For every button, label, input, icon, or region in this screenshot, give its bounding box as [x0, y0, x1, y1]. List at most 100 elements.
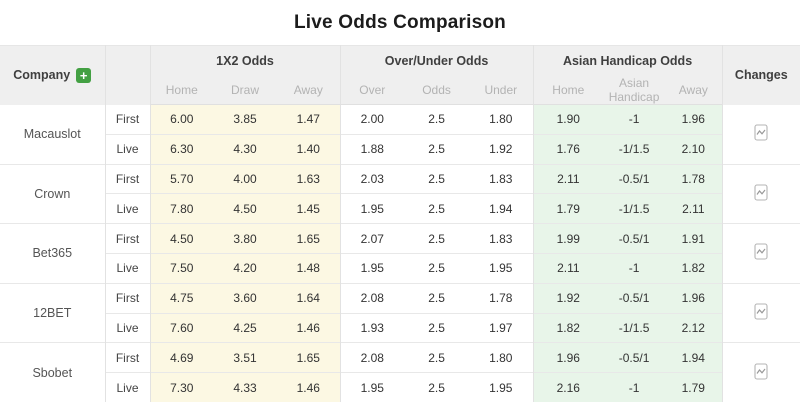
sub-header-1x2-home: Home: [150, 76, 213, 105]
ah-odds-value: 1.96: [665, 105, 722, 135]
ou-odds-value: 2.08: [340, 283, 404, 313]
row-type-label: First: [105, 164, 150, 194]
ah-odds-value: -0.5/1: [603, 164, 665, 194]
changes-column-header: Changes: [722, 46, 800, 105]
x12-odds-value: 3.80: [213, 224, 277, 254]
changes-cell: [722, 164, 800, 224]
trend-chart-icon[interactable]: [754, 363, 768, 380]
ah-odds-value: 1.82: [533, 313, 603, 343]
ou-odds-value: 2.5: [404, 313, 469, 343]
ou-odds-value: 2.5: [404, 105, 469, 135]
group-header-asian-handicap: Asian Handicap Odds: [533, 46, 722, 77]
ou-odds-value: 1.92: [469, 134, 533, 164]
ou-odds-value: 1.83: [469, 164, 533, 194]
ou-odds-value: 2.08: [340, 343, 404, 373]
row-type-label: Live: [105, 194, 150, 224]
trend-chart-icon[interactable]: [754, 303, 768, 320]
group-header-1x2: 1X2 Odds: [150, 46, 340, 77]
ah-odds-value: 1.90: [533, 105, 603, 135]
x12-odds-value: 1.46: [277, 373, 340, 402]
x12-odds-value: 1.47: [277, 105, 340, 135]
ou-odds-value: 1.95: [340, 373, 404, 402]
ah-odds-value: 1.94: [665, 343, 722, 373]
ah-odds-value: -1: [603, 105, 665, 135]
x12-odds-value: 4.75: [150, 283, 213, 313]
ah-odds-value: -0.5/1: [603, 343, 665, 373]
ou-odds-value: 2.5: [404, 224, 469, 254]
ah-odds-value: 1.79: [533, 194, 603, 224]
ou-odds-value: 2.00: [340, 105, 404, 135]
trend-chart-icon[interactable]: [754, 124, 768, 141]
company-header-label: Company: [13, 68, 70, 82]
ou-odds-value: 2.5: [404, 164, 469, 194]
x12-odds-value: 3.85: [213, 105, 277, 135]
row-type-label: First: [105, 343, 150, 373]
ah-odds-value: -1/1.5: [603, 134, 665, 164]
sub-header-ah-handicap: Asian Handicap: [603, 76, 665, 105]
ah-odds-value: 2.11: [533, 253, 603, 283]
ou-odds-value: 2.5: [404, 343, 469, 373]
x12-odds-value: 1.48: [277, 253, 340, 283]
company-column-header: Company +: [0, 46, 105, 105]
trend-chart-icon[interactable]: [754, 184, 768, 201]
x12-odds-value: 3.60: [213, 283, 277, 313]
row-type-label: First: [105, 105, 150, 135]
x12-odds-value: 1.63: [277, 164, 340, 194]
x12-odds-value: 1.40: [277, 134, 340, 164]
row-type-label: Live: [105, 253, 150, 283]
changes-cell: [722, 283, 800, 343]
ou-odds-value: 1.95: [469, 253, 533, 283]
ah-odds-value: 1.92: [533, 283, 603, 313]
ah-odds-value: -1/1.5: [603, 313, 665, 343]
x12-odds-value: 4.69: [150, 343, 213, 373]
ah-odds-value: 2.10: [665, 134, 722, 164]
trend-chart-icon[interactable]: [754, 243, 768, 260]
ah-odds-value: -1/1.5: [603, 194, 665, 224]
sub-header-1x2-away: Away: [277, 76, 340, 105]
ah-odds-value: -1: [603, 373, 665, 402]
ou-odds-value: 1.95: [469, 373, 533, 402]
x12-odds-value: 4.20: [213, 253, 277, 283]
ou-odds-value: 1.93: [340, 313, 404, 343]
row-type-label: First: [105, 283, 150, 313]
ah-odds-value: 2.11: [665, 194, 722, 224]
x12-odds-value: 1.65: [277, 224, 340, 254]
x12-odds-value: 4.33: [213, 373, 277, 402]
x12-odds-value: 1.64: [277, 283, 340, 313]
ah-odds-value: 2.16: [533, 373, 603, 402]
ou-odds-value: 2.03: [340, 164, 404, 194]
ah-odds-value: 1.99: [533, 224, 603, 254]
x12-odds-value: 4.00: [213, 164, 277, 194]
ah-odds-value: 2.12: [665, 313, 722, 343]
sub-header-ou-odds: Odds: [404, 76, 469, 105]
ou-odds-value: 1.80: [469, 343, 533, 373]
company-name: Sbobet: [0, 343, 105, 402]
sub-header-ah-home: Home: [533, 76, 603, 105]
ah-odds-value: 2.11: [533, 164, 603, 194]
ah-odds-value: 1.82: [665, 253, 722, 283]
ah-odds-value: 1.96: [665, 283, 722, 313]
company-name: 12BET: [0, 283, 105, 343]
x12-odds-value: 1.45: [277, 194, 340, 224]
add-company-button[interactable]: +: [76, 68, 91, 83]
sub-header-1x2-draw: Draw: [213, 76, 277, 105]
ou-odds-value: 1.83: [469, 224, 533, 254]
x12-odds-value: 4.50: [150, 224, 213, 254]
ou-odds-value: 2.5: [404, 283, 469, 313]
ou-odds-value: 2.5: [404, 373, 469, 402]
ou-odds-value: 1.88: [340, 134, 404, 164]
sub-header-ou-over: Over: [340, 76, 404, 105]
ou-odds-value: 1.78: [469, 283, 533, 313]
ou-odds-value: 2.07: [340, 224, 404, 254]
ou-odds-value: 1.80: [469, 105, 533, 135]
row-type-label: First: [105, 224, 150, 254]
row-type-label: Live: [105, 134, 150, 164]
x12-odds-value: 7.50: [150, 253, 213, 283]
